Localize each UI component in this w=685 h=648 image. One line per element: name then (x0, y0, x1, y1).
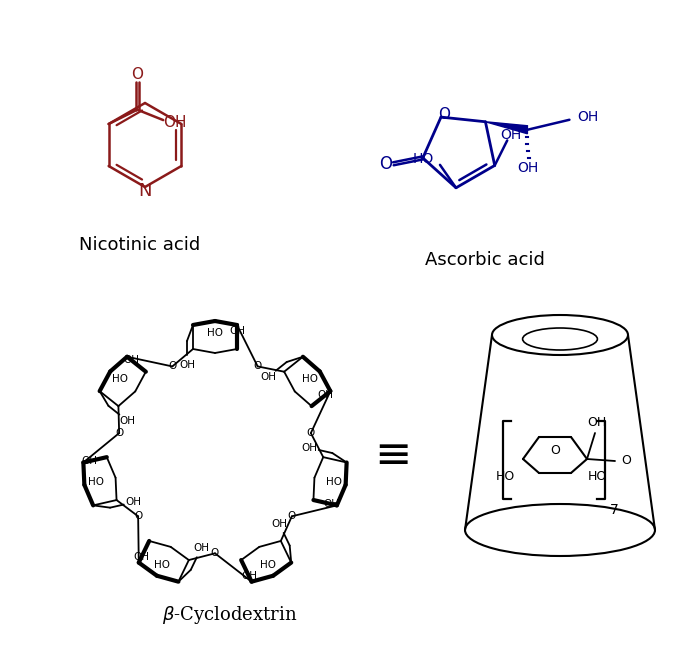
Text: OH: OH (260, 372, 276, 382)
Text: O: O (288, 511, 296, 521)
Text: HO: HO (326, 477, 342, 487)
Text: OH: OH (179, 360, 195, 370)
Text: OH: OH (119, 416, 135, 426)
Text: OH: OH (125, 497, 142, 507)
Text: OH: OH (134, 552, 149, 562)
Text: Ascorbic acid: Ascorbic acid (425, 251, 545, 269)
Text: OH: OH (82, 456, 97, 466)
Text: HO: HO (302, 374, 319, 384)
Text: O: O (115, 428, 123, 438)
Text: OH: OH (241, 572, 257, 581)
Text: OH: OH (164, 115, 187, 130)
Text: O: O (253, 362, 262, 371)
Text: OH: OH (577, 110, 598, 124)
Text: O: O (307, 428, 315, 438)
Text: HO: HO (207, 328, 223, 338)
Text: OH: OH (301, 443, 317, 453)
Text: O: O (550, 445, 560, 457)
Text: HO: HO (260, 560, 276, 570)
Text: OH: OH (193, 543, 209, 553)
Text: N: N (138, 182, 152, 200)
Text: OH: OH (229, 326, 245, 336)
Text: OH: OH (587, 417, 607, 430)
Text: HO: HO (88, 477, 104, 487)
Polygon shape (486, 122, 527, 133)
Text: ≡: ≡ (375, 434, 412, 476)
Text: $\it{\beta}$-Cyclodextrin: $\it{\beta}$-Cyclodextrin (162, 604, 298, 626)
Text: O: O (134, 511, 142, 521)
Text: HO: HO (413, 152, 434, 166)
Text: O: O (438, 106, 450, 122)
Text: OH: OH (124, 356, 140, 365)
Text: O: O (379, 155, 392, 173)
Text: 7: 7 (610, 503, 619, 517)
Text: O: O (169, 362, 177, 371)
Text: HO: HO (495, 470, 514, 483)
Text: O: O (621, 454, 631, 467)
Text: HO: HO (587, 470, 607, 483)
Text: OH: OH (271, 519, 287, 529)
Text: O: O (132, 67, 143, 82)
Text: Nicotinic acid: Nicotinic acid (79, 236, 201, 254)
Text: OH: OH (323, 499, 339, 509)
Text: OH: OH (501, 128, 522, 143)
Text: HO: HO (154, 560, 170, 570)
Text: OH: OH (516, 161, 538, 175)
Text: OH: OH (318, 390, 334, 400)
Text: HO: HO (112, 374, 127, 384)
Text: O: O (211, 548, 219, 559)
